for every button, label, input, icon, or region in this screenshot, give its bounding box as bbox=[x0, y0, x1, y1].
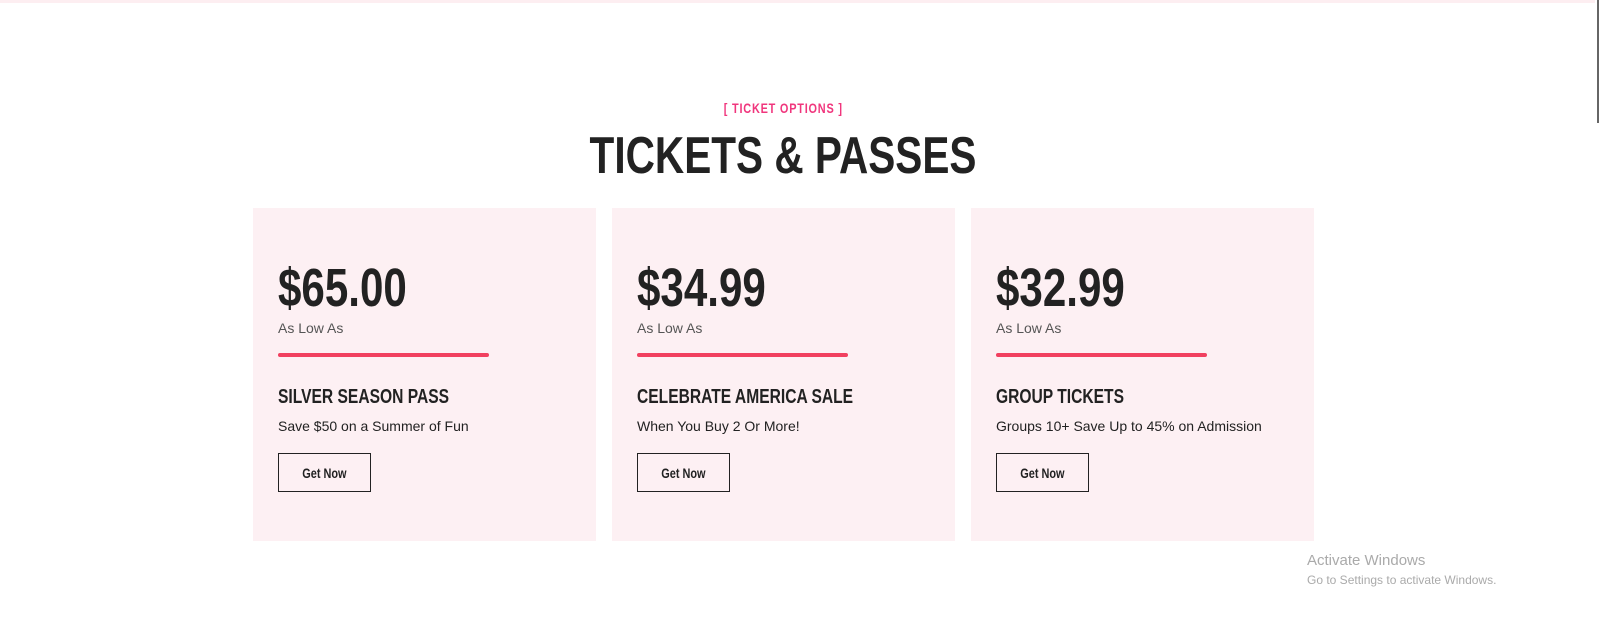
get-now-button[interactable]: Get Now bbox=[996, 453, 1089, 492]
top-border bbox=[0, 0, 1595, 3]
ticket-name: CELEBRATE AMERICA SALE bbox=[637, 386, 854, 408]
ticket-description: Groups 10+ Save Up to 45% on Admission bbox=[996, 418, 1262, 434]
windows-watermark-subtitle: Go to Settings to activate Windows. bbox=[1307, 573, 1497, 587]
ticket-card: $32.99 As Low As GROUP TICKETS Groups 10… bbox=[971, 208, 1314, 541]
ticket-description: Save $50 on a Summer of Fun bbox=[278, 418, 469, 434]
price-note: As Low As bbox=[637, 320, 703, 336]
section-eyebrow: [ TICKET OPTIONS ] bbox=[723, 100, 843, 116]
divider bbox=[996, 353, 1207, 357]
get-now-button[interactable]: Get Now bbox=[278, 453, 371, 492]
windows-watermark-title: Activate Windows bbox=[1307, 552, 1426, 569]
price: $65.00 bbox=[278, 258, 407, 318]
scrollbar-thumb[interactable] bbox=[1597, 0, 1599, 123]
ticket-name: SILVER SEASON PASS bbox=[278, 386, 450, 408]
price-note: As Low As bbox=[996, 320, 1062, 336]
divider bbox=[637, 353, 848, 357]
ticket-card: $34.99 As Low As CELEBRATE AMERICA SALE … bbox=[612, 208, 955, 541]
ticket-name: GROUP TICKETS bbox=[996, 386, 1124, 408]
get-now-button[interactable]: Get Now bbox=[637, 453, 730, 492]
price-note: As Low As bbox=[278, 320, 344, 336]
ticket-description: When You Buy 2 Or More! bbox=[637, 418, 800, 434]
scrollbar[interactable] bbox=[1596, 0, 1600, 637]
price: $34.99 bbox=[637, 258, 766, 318]
section-title: TICKETS & PASSES bbox=[589, 127, 977, 185]
price: $32.99 bbox=[996, 258, 1125, 318]
divider bbox=[278, 353, 489, 357]
ticket-card: $65.00 As Low As SILVER SEASON PASS Save… bbox=[253, 208, 596, 541]
